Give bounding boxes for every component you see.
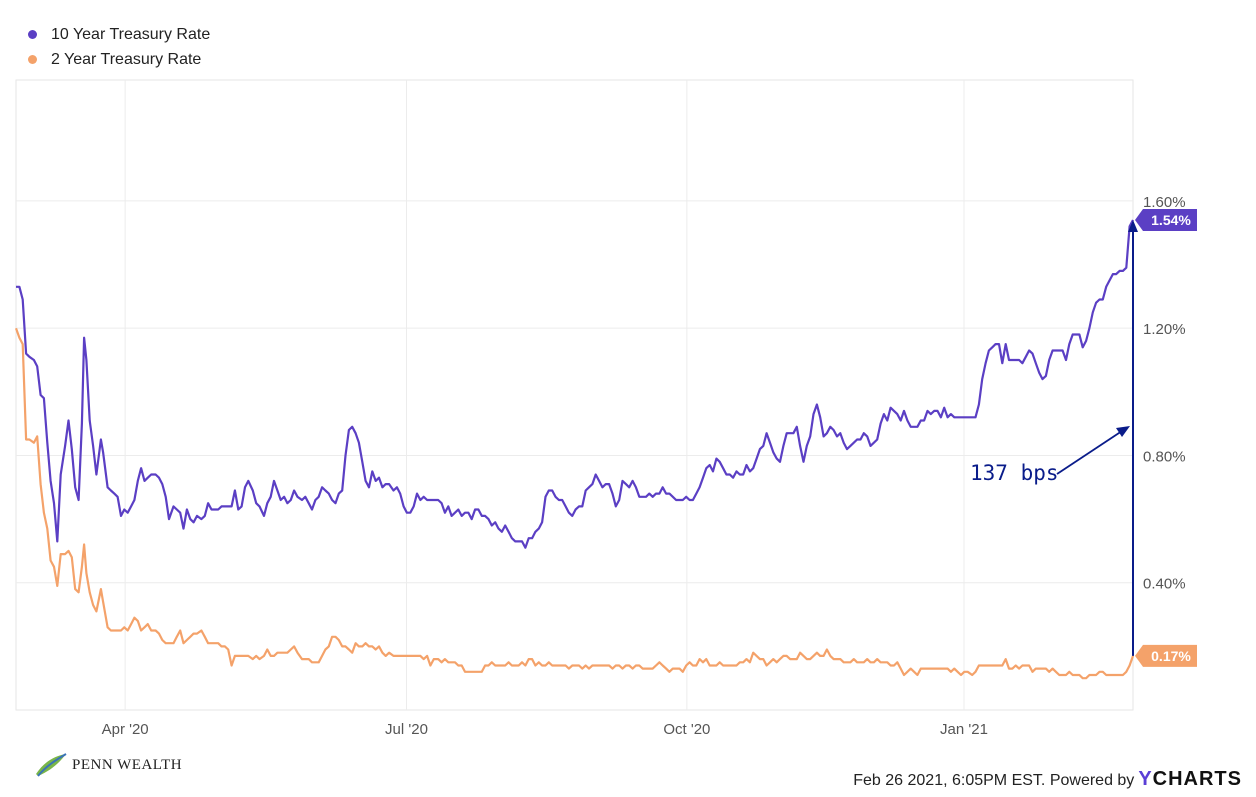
y-tick-label: 0.40% <box>1143 576 1186 593</box>
brand-y: Y <box>1138 768 1153 790</box>
x-tick-label: Apr '20 <box>102 721 149 738</box>
legend-item-10y[interactable]: 10 Year Treasury Rate <box>28 22 210 47</box>
x-tick-label: Jan '21 <box>940 721 988 738</box>
legend-label-10y: 10 Year Treasury Rate <box>51 25 211 43</box>
footer-timestamp: Feb 26 2021, 6:05PM EST. Powered by <box>853 772 1135 789</box>
series-line-2y <box>14 327 1135 680</box>
y-tick-label: 1.20% <box>1143 321 1186 338</box>
leaf-logo-icon <box>36 753 67 777</box>
legend-label-2y: 2 Year Treasury Rate <box>51 50 202 68</box>
logo-text: PENN WEALTH <box>72 756 183 773</box>
legend-marker-2y <box>28 55 37 64</box>
end-value-tag-bg <box>1135 209 1197 231</box>
end-value-tag-2y: 0.17% <box>1135 644 1197 667</box>
brand-rest: CHARTS <box>1152 768 1242 790</box>
legend-item-2y[interactable]: 2 Year Treasury Rate <box>28 47 210 72</box>
plot-frame <box>15 79 1134 711</box>
end-value-tag-10y: 1.54% <box>1135 209 1197 231</box>
end-value-label: 0.17% <box>1151 648 1191 664</box>
penn-wealth-logo: PENN WEALTH <box>34 752 182 778</box>
series-line-10y <box>16 219 1134 549</box>
x-tick-label: Oct '20 <box>663 721 710 738</box>
y-tick-label: 0.80% <box>1143 448 1186 465</box>
end-value-tag-bg <box>1135 644 1197 667</box>
spread-arrow-head <box>1128 220 1138 232</box>
annotation-pointer-line <box>1056 430 1123 475</box>
y-tick-label: 1.60% <box>1143 194 1186 211</box>
chart-footer: Feb 26 2021, 6:05PM EST. Powered by YCHA… <box>853 768 1242 791</box>
chart-legend: 10 Year Treasury Rate 2 Year Treasury Ra… <box>28 22 210 72</box>
end-value-label: 1.54% <box>1151 212 1191 228</box>
legend-marker-10y <box>28 30 37 39</box>
ycharts-brand[interactable]: YCHARTS <box>1138 768 1242 791</box>
x-tick-label: Jul '20 <box>385 721 428 738</box>
annotation-pointer-head <box>1116 426 1130 437</box>
annotation-label: 137 bps <box>970 461 1059 485</box>
